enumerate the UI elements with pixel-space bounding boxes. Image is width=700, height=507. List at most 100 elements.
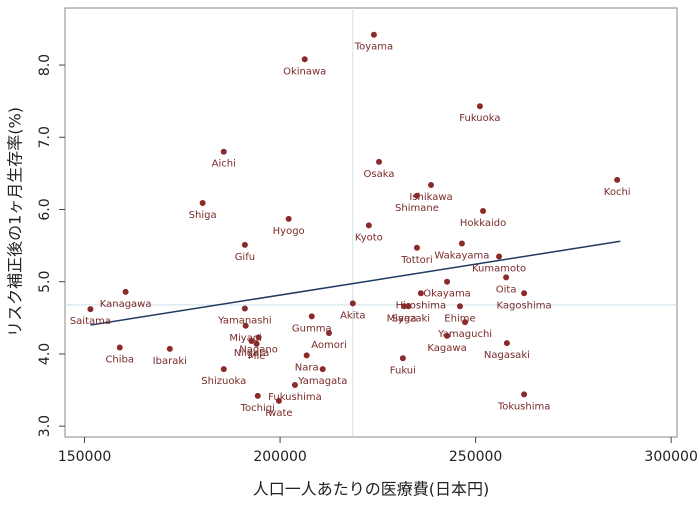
point — [253, 340, 260, 347]
point — [476, 103, 483, 110]
point-label: Gifu — [235, 252, 255, 263]
point-label: Tochigi — [240, 403, 275, 414]
point-label: Nagasaki — [484, 350, 530, 361]
point-label: Tokushima — [497, 401, 551, 412]
point-label: Tottori — [400, 255, 432, 266]
point-label: Yamanashi — [217, 315, 272, 326]
point-label: Okinawa — [283, 66, 326, 77]
point-label: Aomori — [311, 340, 347, 351]
point-label: Kochi — [604, 187, 631, 198]
point-label: Kagoshima — [497, 300, 552, 311]
y-tick-label: 3.0 — [37, 415, 53, 437]
point — [254, 392, 261, 399]
point-label: Fukushima — [268, 392, 322, 403]
point-label: Miyazaki — [387, 313, 430, 324]
point — [521, 391, 528, 398]
point-label: Okayama — [423, 289, 471, 300]
y-tick-label: 5.0 — [37, 271, 53, 293]
point — [275, 397, 282, 404]
point-label: Fukuoka — [459, 113, 500, 124]
point — [413, 192, 420, 199]
y-tick-label: 4.0 — [37, 343, 53, 365]
point-label: Akita — [340, 310, 365, 321]
y-axis-title: リスク補正後の1ヶ月生存率(%) — [6, 107, 25, 337]
point — [349, 300, 356, 307]
point-label: Miyagi — [229, 333, 262, 344]
point — [521, 290, 528, 297]
x-tick-label: 300000 — [644, 449, 697, 465]
point-label: Mie — [248, 351, 266, 362]
point — [376, 158, 383, 165]
point-label: Kyoto — [355, 232, 383, 243]
point — [303, 352, 310, 359]
point — [444, 332, 451, 339]
point-label: Ibaraki — [153, 356, 187, 367]
point-label: Gumma — [292, 323, 332, 334]
point — [291, 382, 298, 388]
fit-line — [90, 240, 621, 326]
point — [417, 290, 424, 297]
y-tick-label: 8.0 — [37, 54, 53, 76]
point-label: Shiga — [189, 210, 217, 221]
y-tick-label: 7.0 — [37, 126, 53, 148]
point-label: Yamagata — [297, 376, 347, 387]
point — [462, 319, 469, 326]
point-label: Aichi — [212, 159, 236, 170]
point-label: Saitama — [70, 316, 111, 327]
point — [199, 200, 206, 206]
point — [116, 344, 123, 351]
point-label: Ehime — [444, 313, 475, 324]
point — [285, 215, 292, 222]
x-tick-label: 200000 — [253, 449, 306, 465]
point — [241, 305, 248, 312]
point-label: Iwate — [265, 408, 292, 419]
point-label: Nagano — [239, 344, 278, 355]
point — [319, 366, 326, 373]
point — [365, 222, 372, 229]
point-label: Hokkaido — [460, 218, 506, 229]
point — [242, 322, 249, 329]
point — [399, 355, 406, 362]
point — [301, 56, 308, 63]
point-label: Oita — [496, 284, 517, 295]
y-tick-label: 6.0 — [37, 198, 53, 220]
point — [325, 330, 332, 336]
point — [458, 240, 465, 247]
point-label: Niigata — [234, 348, 270, 359]
point — [241, 241, 248, 248]
point-label: Toyama — [354, 42, 393, 53]
point-label: Shizuoka — [201, 376, 246, 387]
point — [413, 244, 420, 251]
point-label: Ishikawa — [409, 192, 452, 203]
point — [220, 366, 227, 373]
point — [405, 303, 412, 310]
point-label: Hyogo — [273, 226, 305, 237]
point-label: Nara — [295, 362, 319, 373]
point — [87, 306, 94, 313]
x-axis-title: 人口一人あたりの医療費(日本円) — [253, 480, 490, 499]
point-label: Kagawa — [427, 343, 466, 354]
point-label: Saga — [392, 313, 417, 324]
point — [456, 303, 463, 310]
point-label: Yamaguchi — [437, 329, 492, 340]
x-tick-label: 150000 — [58, 449, 111, 465]
point — [503, 274, 510, 281]
point — [122, 288, 129, 295]
point — [248, 337, 255, 344]
point — [370, 31, 377, 38]
plot-area — [64, 7, 678, 438]
point-label: Kumamoto — [472, 263, 526, 274]
point-label: Hiroshima — [396, 300, 447, 311]
point — [428, 181, 435, 188]
point — [503, 340, 510, 347]
x-tick-label: 250000 — [449, 449, 502, 465]
point-label: Kanagawa — [100, 299, 152, 310]
point-label: Fukui — [390, 365, 416, 376]
point — [255, 334, 262, 341]
point — [444, 278, 451, 285]
point — [480, 207, 487, 214]
point-label: Osaka — [364, 169, 395, 180]
point — [166, 345, 173, 352]
